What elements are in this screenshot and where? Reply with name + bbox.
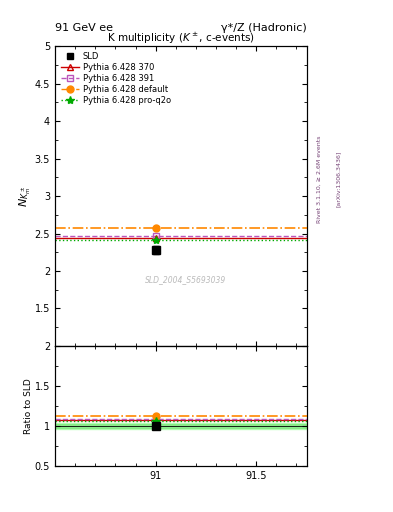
Title: K multiplicity ($K^\pm$, c-events): K multiplicity ($K^\pm$, c-events) [107, 31, 255, 46]
Y-axis label: $N_{K^\pm_m}$: $N_{K^\pm_m}$ [17, 185, 33, 206]
Text: Rivet 3.1.10, ≥ 2.6M events: Rivet 3.1.10, ≥ 2.6M events [316, 136, 321, 223]
Text: 91 GeV ee: 91 GeV ee [55, 23, 113, 33]
Y-axis label: Ratio to SLD: Ratio to SLD [24, 378, 33, 434]
Text: [arXiv:1306.3436]: [arXiv:1306.3436] [336, 151, 341, 207]
Bar [55, 423, 307, 429]
Legend: SLD, Pythia 6.428 370, Pythia 6.428 391, Pythia 6.428 default, Pythia 6.428 pro-: SLD, Pythia 6.428 370, Pythia 6.428 391,… [59, 50, 172, 107]
Text: SLD_2004_S5693039: SLD_2004_S5693039 [145, 275, 226, 285]
Text: γ*/Z (Hadronic): γ*/Z (Hadronic) [221, 23, 307, 33]
Bar [55, 424, 307, 428]
